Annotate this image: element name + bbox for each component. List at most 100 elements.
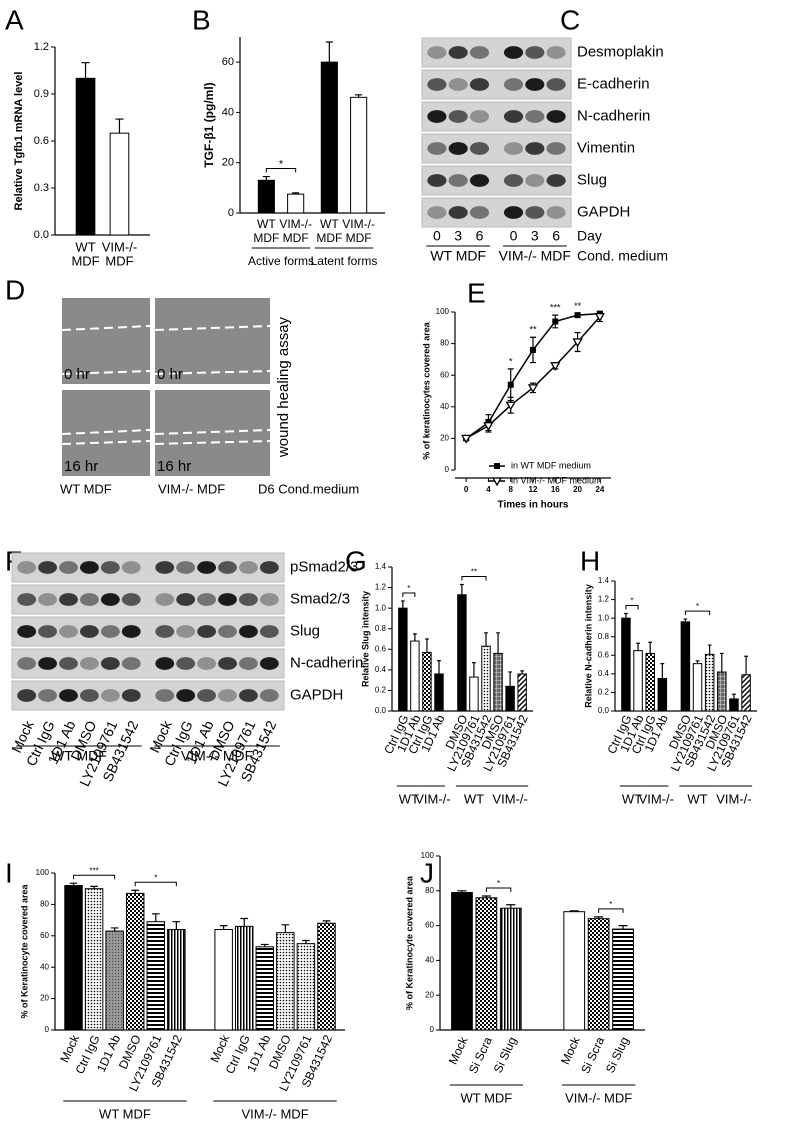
blot-band	[80, 561, 99, 574]
marker	[572, 338, 583, 348]
blot-band	[80, 625, 99, 638]
bar	[692, 663, 703, 712]
error-bar	[115, 118, 124, 134]
marker	[550, 362, 561, 372]
blot-band	[197, 625, 216, 638]
marker	[530, 346, 536, 353]
significance-label: *	[609, 900, 612, 909]
error-bar	[322, 920, 331, 924]
y-tick-label: 1.2	[34, 41, 49, 53]
blot-band	[121, 689, 141, 702]
error-bar	[460, 583, 464, 595]
blot-band	[176, 689, 196, 702]
blot-band	[427, 174, 447, 187]
blot-band	[17, 561, 37, 574]
condition-label: D6 Cond.medium	[258, 481, 359, 496]
y-tick-label: 0.4	[375, 665, 387, 674]
error-bar	[695, 660, 700, 664]
blot-band	[239, 625, 258, 638]
group-label: VIM-/- MDF	[565, 1090, 632, 1105]
blot-band	[121, 593, 141, 606]
significance-bracket	[461, 575, 487, 581]
significance-bracket	[402, 592, 416, 597]
error-bar	[151, 913, 160, 922]
bar	[109, 132, 130, 236]
micrograph	[155, 298, 270, 384]
blot-band	[59, 625, 78, 638]
blot-band	[100, 593, 120, 606]
blot-band	[155, 657, 175, 670]
y-tick-label: 100	[436, 307, 450, 316]
y-tick-label: 40	[40, 962, 49, 971]
blot-band	[121, 561, 141, 574]
lane-label: 0	[510, 228, 518, 244]
blot-band	[469, 110, 490, 123]
significance-bracket	[684, 610, 711, 616]
significance-label: ***	[550, 303, 561, 313]
y-tick-label: 1.0	[375, 603, 387, 612]
blot-row-label: E-cadherin	[577, 75, 650, 92]
bar	[146, 921, 166, 1031]
category-label: WT	[75, 239, 95, 254]
marker	[461, 434, 472, 444]
blot-band	[448, 206, 468, 219]
bar	[398, 607, 408, 712]
lane-label: 6	[552, 228, 560, 244]
x-tick-label: 20	[573, 485, 582, 494]
error-bar	[325, 41, 333, 63]
blot-band	[218, 657, 237, 670]
category-label: WT	[257, 217, 276, 231]
group-label: VIM-/-	[492, 791, 527, 806]
error-bar	[484, 632, 488, 647]
bar	[621, 617, 631, 712]
y-tick-label: 100	[36, 868, 50, 877]
category-label: Si Slug	[491, 1035, 520, 1075]
panel-letter: H	[580, 545, 600, 576]
group-label: WT MDF	[51, 748, 107, 764]
category-label: WT	[320, 217, 339, 231]
blot-band	[546, 46, 566, 59]
y-tick-label: 60	[222, 56, 234, 68]
blot-band	[239, 657, 258, 670]
blot-row-label: N-cadherin	[290, 654, 363, 671]
blot-strip	[11, 616, 285, 647]
significance-label: *	[154, 873, 157, 882]
significance-label: *	[497, 879, 500, 888]
blot-band	[259, 657, 279, 670]
significance-bracket	[73, 874, 116, 880]
significance-bracket	[625, 605, 639, 610]
blot-band	[218, 593, 237, 606]
error-bar	[437, 660, 441, 674]
lane-label: 3	[454, 228, 462, 244]
bar	[276, 932, 295, 1031]
y-tick-label: 1.4	[375, 562, 387, 571]
error-bar	[683, 618, 688, 622]
blot-band	[218, 689, 237, 702]
blot-band	[155, 689, 175, 702]
bar	[499, 907, 522, 1031]
y-tick-label: 1.4	[598, 576, 610, 585]
group-label: WT	[464, 791, 484, 806]
blot-band	[546, 78, 566, 91]
wound-edge	[61, 429, 151, 445]
y-tick-label: 0	[430, 1025, 435, 1034]
y-tick-label: 0.0	[375, 706, 387, 715]
blot-band	[427, 46, 447, 59]
blot-band	[155, 593, 175, 606]
blot-row-label: GAPDH	[577, 203, 630, 220]
group-label: WT	[622, 791, 642, 806]
y-axis-label: Relative N-cadherin intensity	[583, 584, 593, 708]
blot-band	[38, 561, 57, 574]
marker	[491, 477, 503, 487]
wound-edge	[61, 325, 151, 375]
y-tick-label: 60	[440, 370, 449, 379]
error-bar	[240, 917, 249, 927]
blot-band	[259, 593, 279, 606]
bar	[422, 651, 432, 712]
blot-band	[17, 593, 37, 606]
error-bar	[413, 633, 417, 642]
blot-band	[503, 78, 524, 91]
error-bar	[508, 671, 512, 687]
marker	[552, 318, 559, 325]
